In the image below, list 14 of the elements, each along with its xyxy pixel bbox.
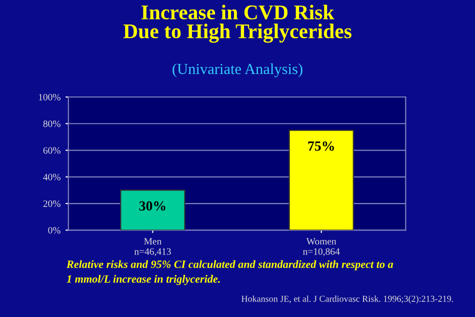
x-tick-label: Women n=10,864 (303, 238, 340, 256)
y-tick-label: 60% (43, 147, 60, 154)
text: Hokanson JE, et al. J Cardiovasc Risk. 1996;3(2):213-219. (242, 295, 454, 304)
y-tick-label: 20% (43, 200, 60, 208)
data-label: 75% (308, 141, 334, 151)
y-tick-label: 40% (43, 174, 60, 180)
data-label: 30% (139, 201, 166, 211)
y-tick-label: 0% (48, 227, 60, 234)
x-tick-label: Men n=46,413 (134, 238, 171, 256)
chart-subtitle: (Univariate Analysis) (172, 63, 302, 78)
text: Relative risks and 95% CI calculated and standardized with respect to a 1 mmol/L increase in triglyceride. (66, 260, 394, 286)
y-tick-label: 100% (38, 94, 60, 101)
y-tick-label: 80% (43, 120, 60, 128)
chart-title: Increase in CVD Risk Due to High Triglycerides (123, 4, 352, 43)
